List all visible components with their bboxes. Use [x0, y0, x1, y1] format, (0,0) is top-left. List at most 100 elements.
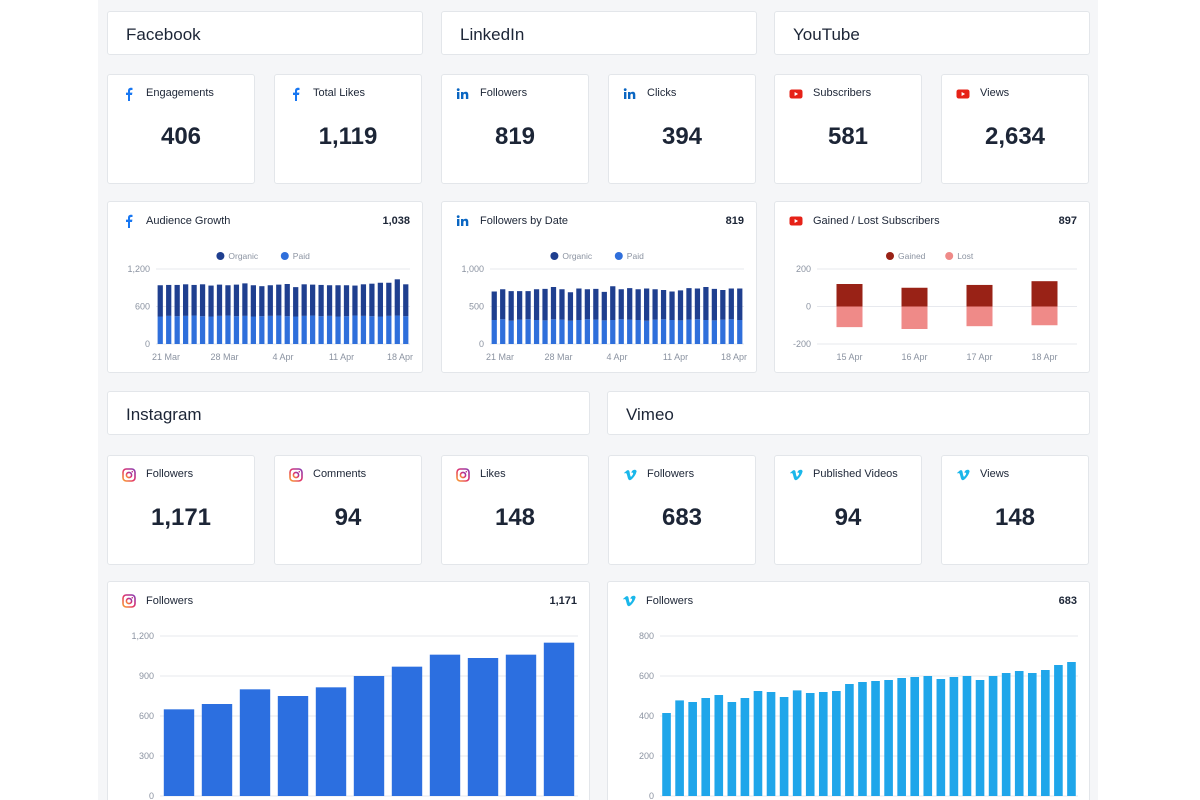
kpi-value: 148 [994, 504, 1036, 531]
bar-paid [500, 319, 506, 344]
bar-paid [610, 320, 616, 344]
bar-organic [567, 292, 574, 321]
section-title: Facebook [126, 25, 201, 44]
bar-organic [517, 291, 523, 320]
bar-organic [576, 288, 582, 320]
kpi-value: 394 [661, 123, 703, 150]
dashboard-canvas: Facebook LinkedIn YouTube Engagements 406… [98, 0, 1098, 800]
bar-followers [975, 680, 985, 796]
bar-organic [191, 284, 197, 316]
x-tick-label: 15 Apr [836, 352, 862, 362]
kpi-label: Views [980, 87, 1010, 99]
bar-organic [618, 289, 624, 320]
bar-paid [242, 315, 248, 344]
bar-paid [677, 320, 684, 344]
bar-organic [627, 288, 633, 320]
bar-organic [216, 284, 223, 316]
bar-followers [239, 689, 271, 796]
bar-organic [593, 288, 599, 320]
bar-paid [533, 320, 540, 344]
bar-organic [694, 288, 701, 320]
y-tick-label: 600 [139, 711, 154, 721]
bar-paid [343, 316, 350, 344]
kpi-card-followers: Followers 1,171 [107, 455, 255, 565]
bar-organic [610, 286, 616, 320]
bar-followers [1067, 662, 1076, 796]
bar-paid [542, 320, 548, 344]
kpi-card-views: Views 148 [941, 455, 1089, 565]
bar-paid [267, 315, 273, 344]
bar-paid [525, 319, 531, 344]
x-tick-label: 28 Mar [210, 352, 238, 362]
bar-followers [1054, 665, 1063, 796]
x-tick-label: 21 Mar [486, 352, 514, 362]
vimeo-followers-chart: 0 200 400 600 800 [639, 631, 1078, 800]
x-tick-label: 18 Apr [387, 352, 413, 362]
bar-paid [660, 319, 667, 344]
bar-followers [163, 709, 195, 796]
gained-lost-chart: -200 0 200 Gained Lost 15 Apr 16 Apr 17 Apr 18 A… [793, 251, 1077, 362]
bar-paid [720, 319, 726, 344]
bar-paid [183, 315, 189, 344]
legend-swatch [280, 252, 289, 260]
instagram-icon [122, 594, 136, 608]
bar-followers [675, 700, 684, 796]
bar-paid [360, 315, 367, 344]
bar-followers [792, 690, 802, 796]
kpi-card-followers: Followers 683 [608, 455, 756, 565]
kpi-value: 819 [494, 123, 536, 150]
kpi-card-followers: Followers 819 [441, 74, 589, 184]
x-tick-label: 11 Apr [329, 352, 354, 362]
bar-paid [301, 315, 307, 344]
bar-paid [728, 319, 734, 344]
bar-paid [199, 316, 206, 344]
y-tick-label: 900 [139, 671, 154, 681]
bar-paid [369, 316, 375, 344]
kpi-value: 1,171 [150, 504, 212, 531]
bar-paid [644, 320, 650, 344]
bar-paid [669, 320, 675, 344]
instagram-icon [122, 468, 136, 482]
bar-paid [259, 316, 265, 344]
bar-organic [326, 285, 333, 316]
bar-followers [505, 654, 537, 796]
bar-paid [652, 319, 658, 344]
bar-organic [669, 291, 675, 320]
bar-organic [491, 291, 497, 320]
bar-followers [779, 697, 789, 796]
chart-total: 1,038 [382, 215, 410, 227]
bar-paid [318, 316, 324, 344]
bar-organic [360, 284, 367, 316]
bar-followers [1014, 671, 1024, 796]
y-tick-label: 200 [639, 751, 654, 761]
bar-organic [601, 291, 607, 321]
bar-followers [688, 702, 697, 796]
y-tick-label: 0 [806, 302, 811, 312]
kpi-value: 683 [661, 504, 703, 531]
bar-followers [910, 677, 920, 796]
legend-label: Gained [898, 251, 926, 261]
bar-paid [284, 316, 290, 344]
legend-label: Organic [228, 251, 259, 261]
bar-organic [386, 282, 392, 316]
x-tick-label: 17 Apr [966, 352, 992, 362]
bar-followers [1041, 670, 1050, 796]
section-header-facebook: Facebook [107, 11, 423, 55]
bar-organic [276, 284, 282, 316]
chart-title: Followers [146, 595, 194, 607]
bar-followers [884, 680, 893, 796]
audience-growth-chart: 0 600 1,200 Organic Paid 21 Mar 28 Mar 4 Apr 11 … [127, 251, 413, 362]
y-tick-label: 500 [469, 302, 484, 312]
kpi-value: 406 [160, 123, 202, 150]
instagram-icon [456, 468, 470, 482]
kpi-label: Clicks [647, 87, 677, 99]
bar-paid [491, 320, 497, 344]
vimeo-icon [789, 468, 803, 482]
bar-followers [949, 677, 959, 796]
bar-followers [727, 702, 737, 796]
bar-organic [737, 288, 743, 320]
bar-paid [601, 320, 607, 344]
legend-swatch [216, 252, 225, 260]
bar-followers [714, 695, 724, 796]
y-tick-label: 600 [135, 302, 150, 312]
